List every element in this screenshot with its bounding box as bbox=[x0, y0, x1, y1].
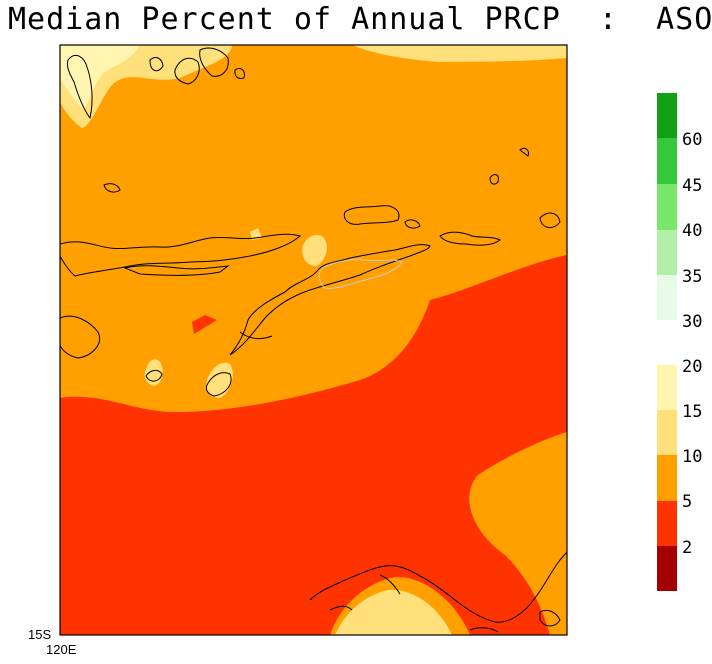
colorbar-label-2: 2 bbox=[682, 538, 693, 558]
field-2-5-patch bbox=[192, 315, 217, 334]
colorbar-label-60: 60 bbox=[682, 130, 703, 150]
timor-gray-coast bbox=[318, 259, 403, 289]
field-10-15-ne bbox=[352, 45, 567, 62]
coastlines bbox=[60, 47, 567, 633]
lat-tick-label: 15S bbox=[28, 627, 52, 642]
colorbar-label-30: 30 bbox=[682, 312, 703, 332]
map-title: Median Percent of Annual PRCP : ASO bbox=[8, 2, 712, 37]
colorbar-label-15: 15 bbox=[682, 402, 703, 422]
colorbar-label-40: 40 bbox=[682, 221, 703, 241]
field-2-5-south bbox=[60, 255, 567, 635]
field-15-20-north bbox=[60, 45, 140, 110]
field-5-10-southeast bbox=[469, 432, 567, 635]
field-10-15-patch-c bbox=[206, 362, 233, 398]
colorbar-label-35: 35 bbox=[682, 267, 703, 287]
field-10-15-south bbox=[335, 589, 452, 635]
lon-tick-label: 120E bbox=[46, 642, 77, 657]
colorbar-label-20: 20 bbox=[682, 357, 703, 377]
colorbar-label-10: 10 bbox=[682, 447, 703, 467]
map-frame bbox=[59, 44, 568, 636]
field-10-15-patch-a bbox=[302, 234, 327, 266]
colorbar-label-5: 5 bbox=[682, 492, 693, 512]
colorbar-label-45: 45 bbox=[682, 176, 703, 196]
